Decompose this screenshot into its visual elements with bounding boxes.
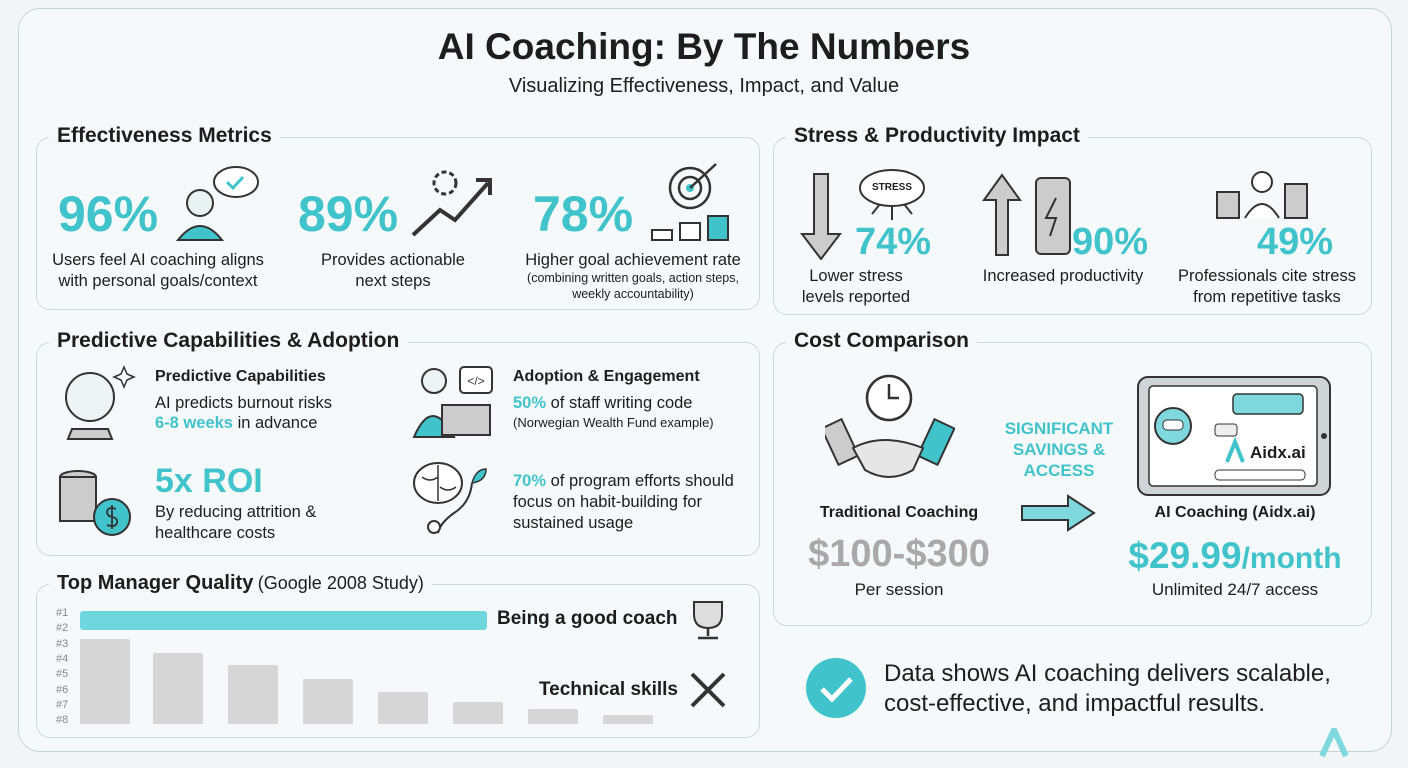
stat-label: Lower stress levels reported — [801, 267, 911, 306]
svg-text:</>: </> — [467, 374, 484, 388]
stat-label: Professionals cite stress from repetitiv… — [1178, 267, 1356, 306]
price-unit: Unlimited 24/7 access — [1151, 580, 1319, 599]
rank-label: #4 — [56, 652, 69, 665]
logo — [1319, 728, 1349, 758]
rank-label: #2 — [56, 622, 69, 635]
rank-label: #3 — [56, 637, 69, 650]
tablet — [1137, 376, 1331, 496]
arrow — [1021, 494, 1096, 532]
stat-label: Higher goal achievement rate — [525, 251, 741, 269]
highlight: 6-8 weeks — [155, 414, 233, 432]
block-text: 50% of staff writing code — [513, 394, 692, 413]
rank-label: #6 — [56, 683, 69, 696]
brand: Aidx.ai — [1250, 443, 1306, 462]
stat: 89% — [298, 186, 399, 242]
top-bar — [80, 611, 487, 630]
price-period: /month — [1241, 542, 1342, 575]
icon-text: STRESS — [871, 182, 912, 193]
stat: 78% — [533, 186, 634, 242]
block-heading: Adoption & Engagement — [513, 368, 700, 385]
icons — [825, 374, 955, 478]
stat: 49% — [1257, 221, 1334, 263]
block-text: AI predicts burnout risks — [155, 394, 332, 412]
panel — [36, 137, 760, 310]
block-text: 70% of program efforts should focus on h… — [513, 471, 753, 534]
stat: 90% — [1072, 221, 1149, 263]
icons — [411, 170, 492, 237]
price: $29.99 — [1128, 535, 1242, 576]
section-title: Stress & Productivity Impact — [786, 123, 1088, 149]
title: AI Coaching: By The Numbers — [437, 26, 971, 67]
icons: </> — [412, 366, 493, 534]
block-text: By reducing attrition & healthcare costs — [155, 503, 317, 542]
bar — [603, 715, 653, 724]
bar — [378, 692, 428, 724]
icons — [690, 601, 726, 708]
icons — [59, 365, 136, 536]
bar-label: Technical skills — [538, 679, 678, 700]
option-label: Traditional Coaching — [819, 504, 979, 521]
stat-label: Provides actionable next steps — [320, 251, 465, 290]
highlight: 70% — [513, 472, 547, 490]
stat-label: Users feel AI coaching aligns with perso… — [52, 251, 264, 290]
icons — [175, 166, 259, 241]
stat: 96% — [58, 186, 159, 242]
stat-label: Increased productivity — [982, 267, 1144, 285]
bar-label: Being a good coach — [497, 608, 678, 629]
block-text: of staff writing code — [550, 394, 693, 412]
bar — [453, 702, 503, 724]
section-title: Top Manager Quality — [57, 572, 254, 594]
panel — [773, 342, 1372, 626]
bar — [153, 653, 203, 724]
icons — [1216, 171, 1308, 219]
section-title: Predictive Capabilities & Adoption — [49, 328, 408, 354]
conclusion: Data shows AI coaching delivers scalable… — [884, 660, 1331, 717]
bar — [528, 709, 578, 724]
block-heading: Predictive Capabilities — [155, 368, 326, 385]
stat-note: (combining written goals, action steps, … — [527, 271, 739, 301]
rank-label: #7 — [56, 698, 69, 711]
rank-label: #8 — [56, 714, 69, 727]
bar — [303, 679, 353, 724]
stat: 5x ROI — [155, 462, 263, 500]
block-note: (Norwegian Wealth Fund example) — [513, 415, 714, 430]
section-title: Top Manager Quality (Google 2008 Study) — [49, 570, 432, 598]
price: $100-$300 — [808, 533, 990, 575]
rank-label: #1 — [56, 607, 69, 619]
icons — [800, 169, 925, 260]
section-title: Cost Comparison — [786, 328, 978, 354]
subtitle: Visualizing Effectiveness, Impact, and V… — [508, 75, 900, 97]
price-unit: Per session — [854, 580, 944, 599]
option-label: AI Coaching (Aidx.ai) — [1154, 504, 1316, 521]
price: $29.99/month — [1095, 535, 1375, 577]
stat: 74% — [855, 221, 932, 263]
check-icon — [806, 658, 866, 718]
savings-text: SIGNIFICANT SAVINGS & ACCESS — [1004, 419, 1114, 480]
bar — [80, 639, 130, 724]
highlight: 50% — [513, 394, 547, 412]
rank-label: #5 — [56, 668, 69, 681]
section-subtitle: (Google 2008 Study) — [257, 573, 424, 593]
icons — [651, 163, 729, 241]
block-text: of program efforts should focus on habit… — [513, 472, 734, 532]
section-title: Effectiveness Metrics — [49, 123, 280, 149]
block-text: in advance — [237, 414, 318, 432]
bar — [228, 665, 278, 724]
icons — [982, 173, 1071, 256]
block-text: 6-8 weeks in advance — [155, 414, 317, 433]
